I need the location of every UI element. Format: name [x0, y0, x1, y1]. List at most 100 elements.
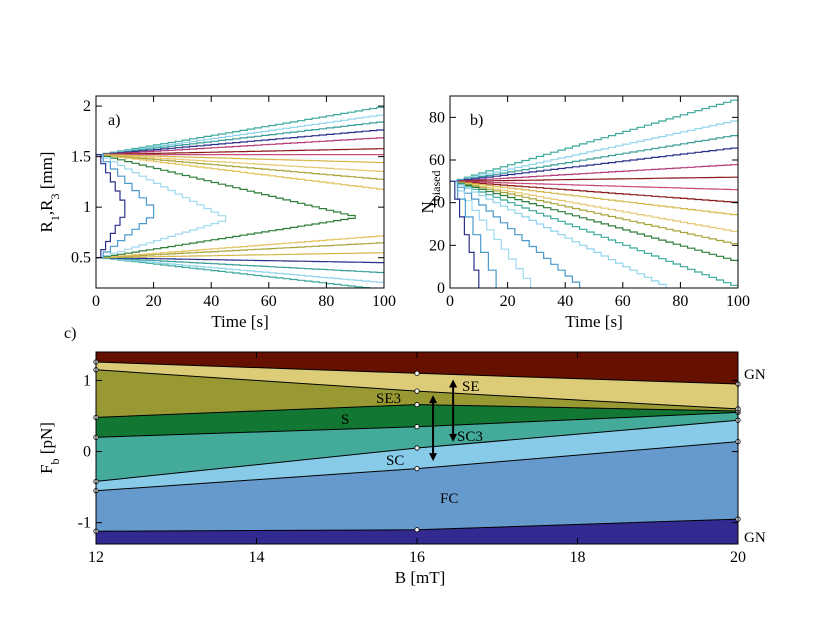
- x-tick-label: 20: [146, 293, 162, 310]
- series-line-a-upper-2: [96, 114, 384, 156]
- region-label-se3: SE3: [376, 391, 401, 407]
- panel-c-ylabel: Fb [pN]: [37, 422, 62, 474]
- region-S: [96, 404, 738, 438]
- panel-b-chart: 0 20 40 60 80 100 0 20 40 60 80 b) Time [s] Nbiase…: [418, 95, 750, 331]
- series-line-b-14: [450, 180, 667, 288]
- series-line-b-17: [450, 180, 497, 288]
- series-line-b-13: [450, 180, 738, 288]
- y-tick-label: 0.5: [71, 250, 91, 267]
- series-line-b-2: [450, 119, 738, 182]
- series-line-a-lower-3: [96, 257, 384, 274]
- region-label-se: SE: [462, 379, 480, 395]
- y-tick-label: -1: [78, 515, 91, 532]
- region-label-fc: FC: [440, 491, 458, 507]
- series-line-a-lower-10: [96, 212, 155, 259]
- y-tick-label: 60: [429, 152, 445, 169]
- series-line-b-9: [450, 180, 738, 216]
- series-line-b-8: [450, 180, 738, 203]
- boundary-marker: [414, 388, 420, 394]
- x-tick-label: 100: [726, 293, 750, 310]
- x-tick-label: 12: [88, 549, 104, 566]
- arrow-1-head-up: [429, 395, 438, 404]
- x-tick-label: 0: [92, 293, 100, 310]
- series-line-a-lower-7: [96, 235, 384, 259]
- arrow-1-head-down: [429, 453, 438, 462]
- region-GN-high: [96, 352, 738, 384]
- series-line-b-6: [450, 176, 738, 182]
- series-line-b-4: [450, 147, 738, 182]
- panel-a-xlabel: Time [s]: [211, 312, 268, 331]
- series-line-a-lower-4: [96, 257, 384, 264]
- series-line-b-7: [450, 180, 738, 191]
- series-line-a-upper-1: [96, 106, 384, 156]
- series-line-a-lower-5: [96, 252, 384, 259]
- boundary-marker: [414, 527, 420, 533]
- series-line-a-vert-2: [96, 209, 126, 259]
- series-line-a-upper-12: [96, 154, 356, 218]
- region-label-gn-bottom: GN: [744, 530, 766, 546]
- panel-b-frame: [449, 95, 739, 289]
- arrow-2-head-up: [449, 379, 458, 388]
- region-label-gn-top: GN: [744, 367, 766, 383]
- series-line-a-upper-4: [96, 129, 384, 156]
- series-line-b-15: [450, 180, 581, 288]
- x-tick-label: 20: [730, 549, 746, 566]
- boundary-marker: [414, 466, 420, 472]
- x-tick-label: 60: [615, 293, 631, 310]
- x-tick-label: 60: [261, 293, 277, 310]
- series-line-b-1: [450, 98, 738, 182]
- x-tick-label: 80: [318, 293, 334, 310]
- boundary-marker: [414, 445, 420, 451]
- panel-b-ylabel: Nbiased: [418, 171, 443, 214]
- series-line-a-lower-6: [96, 242, 384, 259]
- x-tick-label: 16: [409, 549, 425, 566]
- y-tick-label: 20: [429, 237, 445, 254]
- region-SC: [96, 420, 738, 491]
- y-tick-label: 2: [83, 98, 91, 115]
- series-line-b-18: [450, 180, 480, 288]
- boundary-marker: [414, 424, 420, 430]
- region-FC: [96, 441, 738, 532]
- panel-b-label: b): [470, 112, 483, 129]
- series-line-a-upper-6: [96, 148, 384, 156]
- region-SE: [96, 362, 738, 409]
- y-tick-label: 40: [429, 195, 445, 212]
- region-label-s: S: [341, 412, 349, 428]
- series-line-a-lower-8: [96, 217, 356, 259]
- x-tick-label: 0: [446, 293, 454, 310]
- series-line-a-vert-1: [96, 154, 126, 210]
- x-tick-label: 40: [557, 293, 573, 310]
- series-line-b-16: [450, 180, 532, 288]
- y-tick-label: 1.5: [71, 149, 91, 166]
- panel-a-ylabel: R1,R3 [mm]: [37, 152, 62, 233]
- region-label-sc: SC: [386, 453, 404, 469]
- boundary-marker: [414, 370, 420, 376]
- series-line-a-lower-2: [96, 257, 384, 283]
- panel-c-xlabel: B [mT]: [395, 568, 446, 587]
- series-line-a-upper-9: [96, 154, 384, 172]
- y-tick-label: 80: [429, 109, 445, 126]
- panel-a-label: a): [108, 112, 120, 129]
- panel-c-label: c): [64, 325, 76, 342]
- series-line-a-upper-8: [96, 154, 384, 164]
- y-tick-label: 0: [437, 280, 445, 297]
- x-tick-label: 100: [372, 293, 396, 310]
- x-tick-label: 20: [500, 293, 516, 310]
- series-line-a-lower-1: [96, 257, 378, 288]
- series-line-a-upper-11: [96, 154, 384, 190]
- y-tick-label: 1: [83, 372, 91, 389]
- series-line-a-lower-9: [96, 219, 227, 259]
- series-line-b-12: [450, 180, 738, 263]
- series-line-a-upper-13: [96, 154, 227, 220]
- series-line-a-upper-3: [96, 121, 384, 156]
- series-line-a-upper-14: [96, 154, 155, 213]
- series-line-b-5: [450, 164, 738, 182]
- series-line-a-upper-5: [96, 137, 384, 156]
- region-label-sc3: SC3: [457, 429, 483, 445]
- series-line-a-upper-10: [96, 154, 384, 180]
- x-tick-label: 18: [570, 549, 586, 566]
- panel-a-chart: 0 20 40 60 80 100 0.5 1 1.5 2 a) Time [s] R1,R3 […: [37, 95, 396, 331]
- series-line-b-10: [450, 180, 738, 233]
- panel-b-xlabel: Time [s]: [565, 312, 622, 331]
